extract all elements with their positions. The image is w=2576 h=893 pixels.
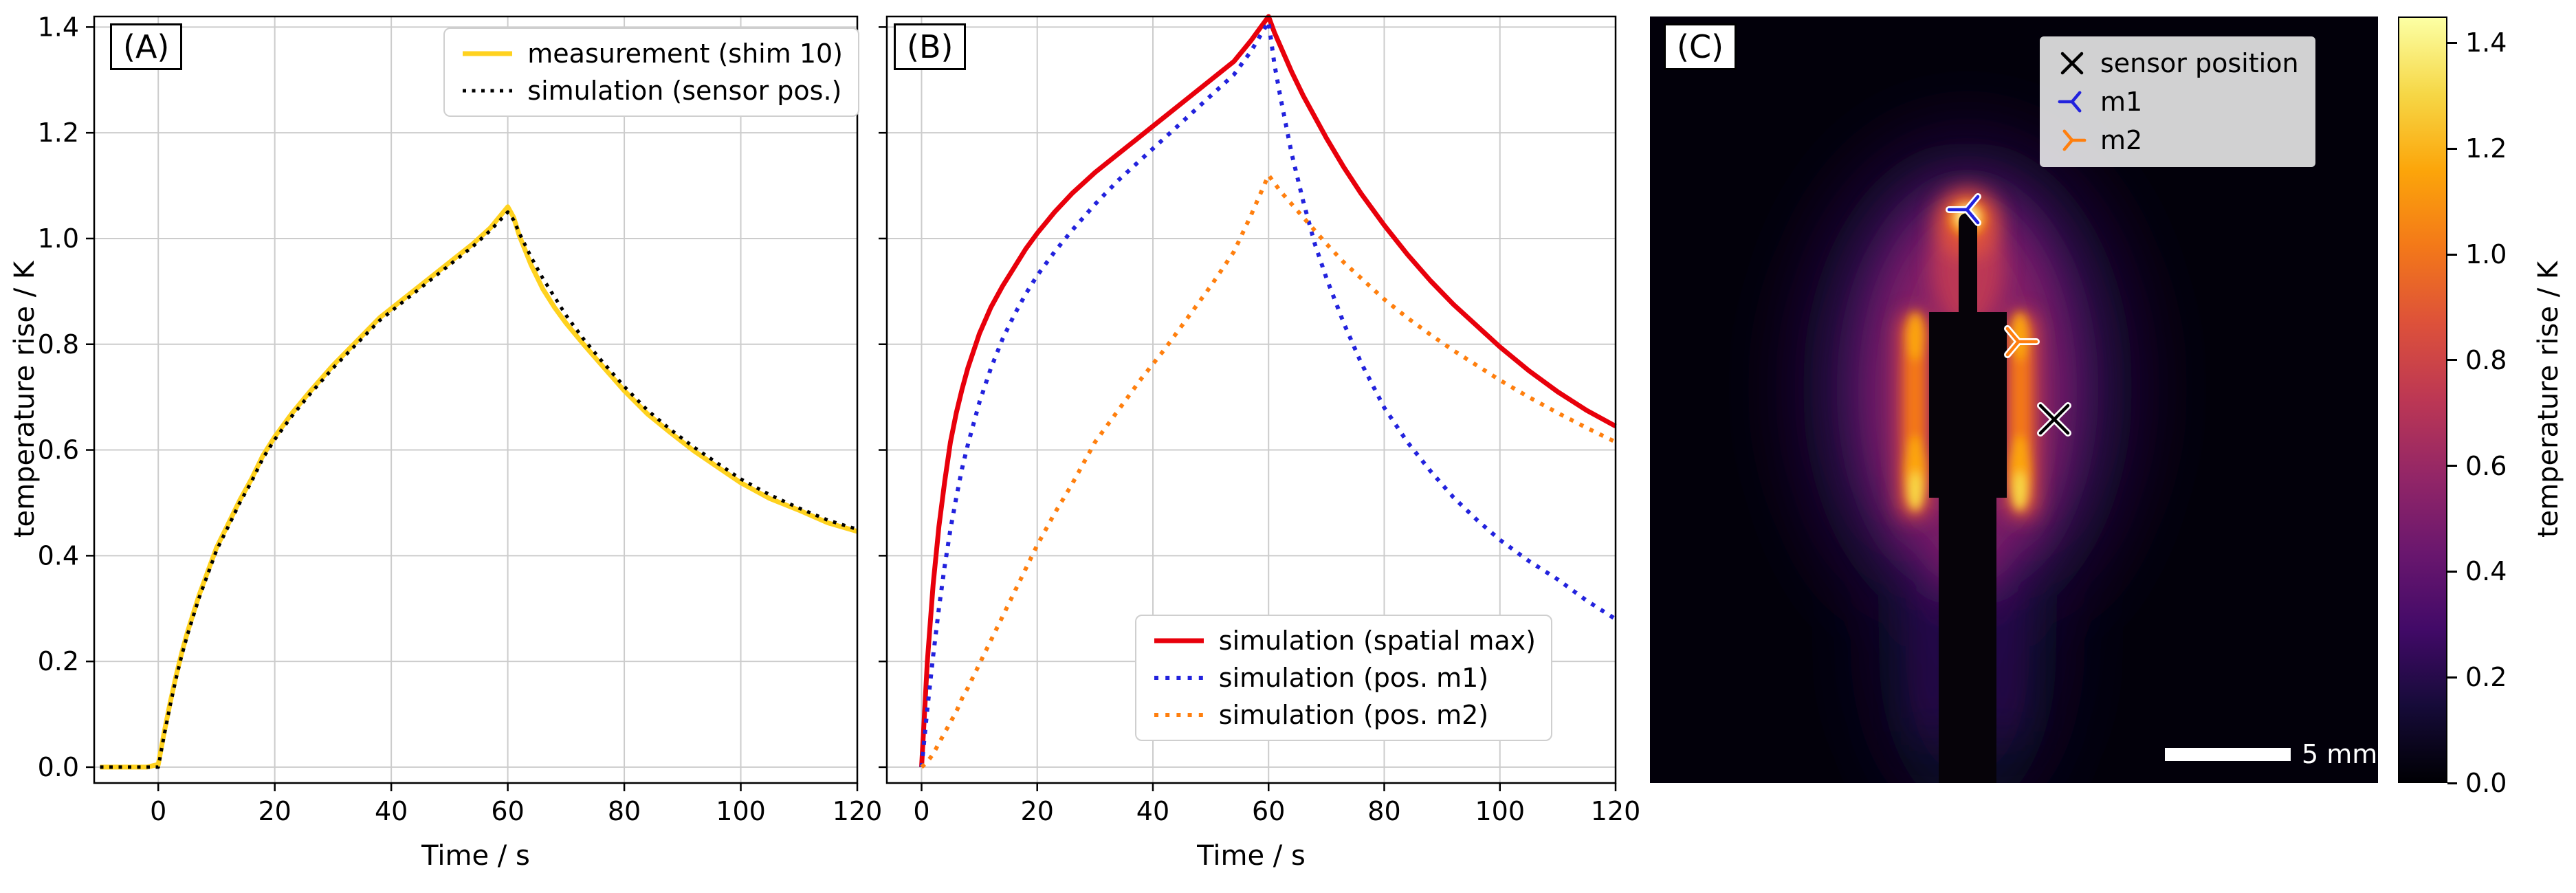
panel-c-heatmap: sensor position m1 m2 5 mm — [1650, 16, 2378, 783]
legend-item: simulation (spatial max) — [1152, 626, 1536, 656]
x-tick-label: 40 — [375, 796, 408, 826]
legend-label: simulation (spatial max) — [1218, 626, 1536, 656]
marker-tri-left-icon — [2058, 91, 2082, 113]
colorbar-tick-label: 1.0 — [2465, 239, 2507, 270]
legend-line-sample-icon — [1154, 713, 1204, 717]
x-tick-label: 80 — [1367, 796, 1400, 826]
scale-bar-label: 5 mm — [2302, 739, 2378, 769]
x-tick-label: 60 — [1252, 796, 1285, 826]
series-simulation-spatial-max- — [919, 14, 1617, 768]
colorbar-tick-label: 0.2 — [2465, 662, 2507, 693]
legend-line-sample-icon — [463, 51, 513, 56]
plot-background — [94, 16, 857, 783]
legend-item: simulation (pos. m2) — [1152, 700, 1536, 730]
colorbar-tick-mark — [2447, 676, 2457, 679]
panel-c-legend: sensor position m1 m2 — [2040, 36, 2315, 167]
legend-item: simulation (pos. m1) — [1152, 663, 1536, 693]
legend-line-sample-icon — [463, 89, 513, 93]
x-tick-label: 0 — [150, 796, 166, 826]
colorbar-tick-mark — [2447, 782, 2457, 784]
heatmap-canvas — [1650, 16, 2378, 783]
legend-label: simulation (pos. m2) — [1218, 700, 1489, 730]
marker-tri-right-icon — [2004, 325, 2040, 358]
panel-b-plot: 0 20 40 60 80 100 120 — [879, 14, 1641, 826]
plot-border — [93, 15, 859, 784]
colorbar-gradient — [2398, 16, 2447, 783]
panel-b-tag: (B) — [894, 23, 967, 70]
colorbar-tick-mark — [2447, 570, 2457, 573]
legend-label: measurement (shim 10) — [527, 38, 843, 69]
legend-line-sample-icon — [1154, 676, 1204, 680]
legend-item: m1 — [2056, 86, 2299, 118]
colorbar-tick-label: 0.4 — [2465, 556, 2507, 587]
colorbar-tick-mark — [2447, 147, 2457, 150]
y-tick-label: 0.2 — [38, 646, 79, 676]
colorbar-axis-label: temperature rise / K — [2533, 261, 2564, 538]
colorbar-tick-mark — [2447, 359, 2457, 362]
legend-label: m2 — [2100, 125, 2143, 155]
legend-label: simulation (pos. m1) — [1218, 663, 1489, 693]
y-tick-label: 0.6 — [38, 435, 79, 465]
series-simulation-sensor-pos- — [100, 210, 858, 769]
marker-x-icon — [2037, 402, 2071, 437]
colorbar-tick-label: 0.8 — [2465, 344, 2507, 375]
marker-tri-left-icon — [1946, 193, 1981, 226]
legend-item: sensor position — [2056, 47, 2299, 79]
legend-item: measurement (shim 10) — [460, 38, 843, 69]
colorbar-tick-mark — [2447, 41, 2457, 44]
colorbar: 0.0 0.2 0.4 0.6 0.8 1.0 1.2 1.4 — [2398, 16, 2576, 798]
colorbar-tick-mark — [2447, 465, 2457, 467]
legend-line-sample-icon — [1154, 638, 1204, 643]
y-tick-label: 0.0 — [38, 752, 79, 782]
legend-label: m1 — [2100, 87, 2143, 117]
panel-a-plot: 0 20 40 60 80 100 120 0.0 0.2 0.4 0.6 0.8 1.0 1.2 1.4 — [38, 12, 883, 826]
x-tick-label: 80 — [608, 796, 641, 826]
y-tick-label: 1.2 — [38, 118, 79, 148]
plot-border — [885, 15, 1617, 784]
x-tick-label: 120 — [833, 796, 883, 826]
x-tick-label: 120 — [1591, 796, 1641, 826]
colorbar-tick-label: 1.2 — [2465, 133, 2507, 164]
legend-marker-x-icon — [2060, 52, 2084, 75]
y-tick-label: 0.8 — [38, 329, 79, 360]
marker-x-icon — [2060, 52, 2084, 75]
colorbar-tick-label: 1.4 — [2465, 27, 2507, 58]
probe-silhouette — [1929, 213, 2007, 783]
x-tick-label: 100 — [1475, 796, 1525, 826]
legend-label: simulation (sensor pos.) — [527, 76, 842, 106]
x-tick-label: 20 — [258, 796, 291, 826]
scale-bar — [2165, 748, 2291, 761]
x-tick-label: 40 — [1136, 796, 1169, 826]
legend-marker-tri-left-icon — [2058, 91, 2082, 113]
y-tick-label: 0.4 — [38, 540, 79, 571]
x-tick-label: 20 — [1021, 796, 1054, 826]
marker-tri-right-icon — [2062, 129, 2087, 151]
y-tick-label: 1.0 — [38, 223, 79, 254]
panel-a-tag: (A) — [110, 23, 183, 70]
panel-c-tag: (C) — [1664, 23, 1737, 70]
legend-item: simulation (sensor pos.) — [460, 76, 843, 106]
panel-b-x-axis-label: Time / s — [1197, 840, 1306, 872]
x-tick-label: 0 — [913, 796, 929, 826]
legend-label: sensor position — [2100, 48, 2299, 78]
y-tick-label: 1.4 — [38, 12, 79, 42]
colorbar-tick-label: 0.0 — [2465, 768, 2507, 798]
panel-a-legend: measurement (shim 10) simulation (sensor … — [443, 27, 859, 117]
panel-a-x-axis-label: Time / s — [421, 840, 530, 872]
colorbar-tick-mark — [2447, 253, 2457, 256]
panel-a-y-axis-label: temperature rise / K — [9, 261, 41, 538]
panel-b-legend: simulation (spatial max) simulation (pos.… — [1134, 615, 1552, 741]
x-tick-label: 100 — [716, 796, 766, 826]
heatmap-marker-layer — [1946, 193, 2071, 437]
legend-item: m2 — [2056, 124, 2299, 156]
colorbar-tick-label: 0.6 — [2465, 450, 2507, 481]
legend-marker-tri-right-icon — [2062, 129, 2087, 151]
x-tick-label: 60 — [491, 796, 524, 826]
